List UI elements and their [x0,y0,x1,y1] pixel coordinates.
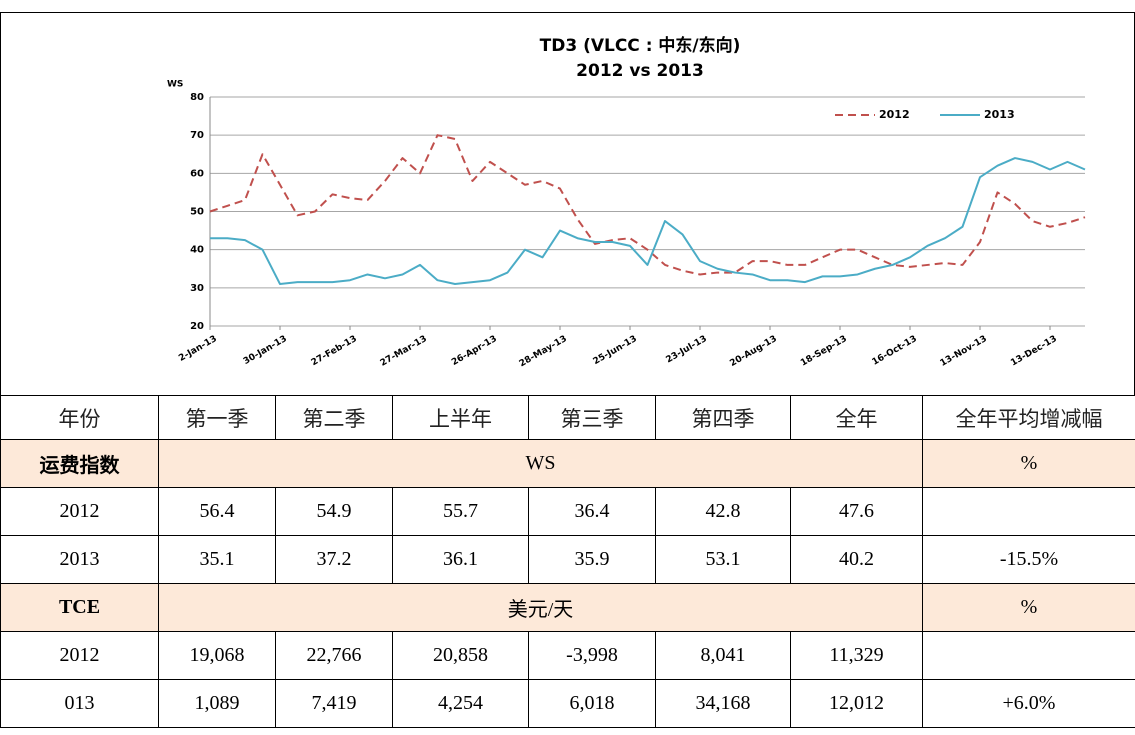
y-tick-label: 30 [190,283,204,294]
table-cell: 第一季 [158,395,276,440]
table-cell: 56.4 [158,487,276,536]
legend-label: 2013 [984,108,1015,121]
chart-title: TD3 (VLCC : 中东/东向) [540,35,741,56]
table-cell: 20,858 [392,631,529,680]
table-row: 013 1,089 7,419 4,254 6,018 34,168 12,012 +6.0% [0,679,1135,728]
x-tick-label: 23-Jul-13 [664,334,708,365]
table-cell [922,487,1135,536]
legend-label: 2012 [879,108,910,121]
table-cell: 2013 [0,535,159,584]
table-cell: 11,329 [790,631,923,680]
table-cell: 22,766 [275,631,393,680]
table-cell: 36.4 [528,487,656,536]
table-cell: 全年平均增减幅 [922,395,1135,440]
table-cell: -3,998 [528,631,656,680]
x-tick-label: 13-Dec-13 [1009,334,1059,368]
table-cell: 第四季 [655,395,791,440]
table-cell: 34,168 [655,679,791,728]
table-cell: 54.9 [275,487,393,536]
series-line [210,157,1086,286]
x-tick-label: 28-May-13 [518,334,569,369]
table-cell: 55.7 [392,487,529,536]
chart-subtitle: 2012 vs 2013 [576,61,704,81]
table-cell: 全年 [790,395,923,440]
y-axis-label: WS [167,80,183,90]
table-cell: 12,012 [790,679,923,728]
table-cell: 年份 [0,395,159,440]
y-tick-label: 60 [190,168,204,179]
x-tick-label: 16-Oct-13 [871,334,919,368]
table-cell: 运费指数 [0,439,159,488]
x-tick-label: 30-Jan-13 [242,334,289,367]
table-cell: 19,068 [158,631,276,680]
x-tick-label: 25-Jun-13 [592,334,639,367]
data-table: 年份 第一季 第二季 上半年 第三季 第四季 全年 全年平均增减幅 运费指数 WS% 2012 56.… [0,395,1135,728]
table-cell: 1,089 [158,679,276,728]
table-cell: -15.5% [922,535,1135,584]
table-cell: +6.0% [922,679,1135,728]
table-row: 运费指数 WS% [0,439,1135,488]
x-tick-label: 20-Aug-13 [728,334,778,369]
table-cell: 4,254 [392,679,529,728]
table-cell: 53.1 [655,535,791,584]
x-tick-label: 2-Jan-13 [177,334,218,364]
table-cell: 2012 [0,631,159,680]
table-row: 2012 19,068 22,766 20,858 -3,998 8,041 11,329 [0,631,1135,680]
table-cell: 36.1 [392,535,529,584]
table-row: 年份 第一季 第二季 上半年 第三季 第四季 全年 全年平均增减幅 [0,395,1135,440]
table-cell: 美元/天 [158,583,923,632]
table-cell: % [922,439,1135,488]
table-cell: 6,018 [528,679,656,728]
x-tick-label: 18-Sep-13 [799,334,849,368]
table-cell: 7,419 [275,679,393,728]
table-cell: 35.9 [528,535,656,584]
table-cell [922,631,1135,680]
y-tick-label: 40 [190,245,204,256]
table-cell: 上半年 [392,395,529,440]
chart-frame [0,12,1135,396]
table-cell: 35.1 [158,535,276,584]
table-cell: TCE [0,583,159,632]
series-line [209,134,1086,276]
table-cell: 47.6 [790,487,923,536]
y-tick-label: 50 [190,207,204,218]
x-tick-label: 27-Feb-13 [310,334,359,368]
table-row: TCE 美元/天% [0,583,1135,632]
y-tick-label: 80 [190,92,204,103]
table-row: 2012 56.4 54.9 55.7 36.4 42.8 47.6 [0,487,1135,536]
table-cell: WS [158,439,923,488]
table-cell: 013 [0,679,159,728]
chart: TD3 (VLCC : 中东/东向) 2012 vs 2013 WS 20 30 4… [0,12,1135,396]
x-tick-label: 27-Mar-13 [379,334,429,369]
table-row: 2013 35.1 37.2 36.1 35.9 53.1 40.2 -15.5% [0,535,1135,584]
x-tick-label: 26-Apr-13 [450,334,499,368]
table-cell: % [922,583,1135,632]
table-cell: 第二季 [275,395,393,440]
y-tick-label: 70 [190,130,204,141]
table-cell: 8,041 [655,631,791,680]
table-cell: 第三季 [528,395,656,440]
y-tick-label: 20 [190,321,204,332]
x-tick-label: 13-Nov-13 [939,334,989,369]
table-cell: 40.2 [790,535,923,584]
table-cell: 42.8 [655,487,791,536]
table-cell: 2012 [0,487,159,536]
table-cell: 37.2 [275,535,393,584]
